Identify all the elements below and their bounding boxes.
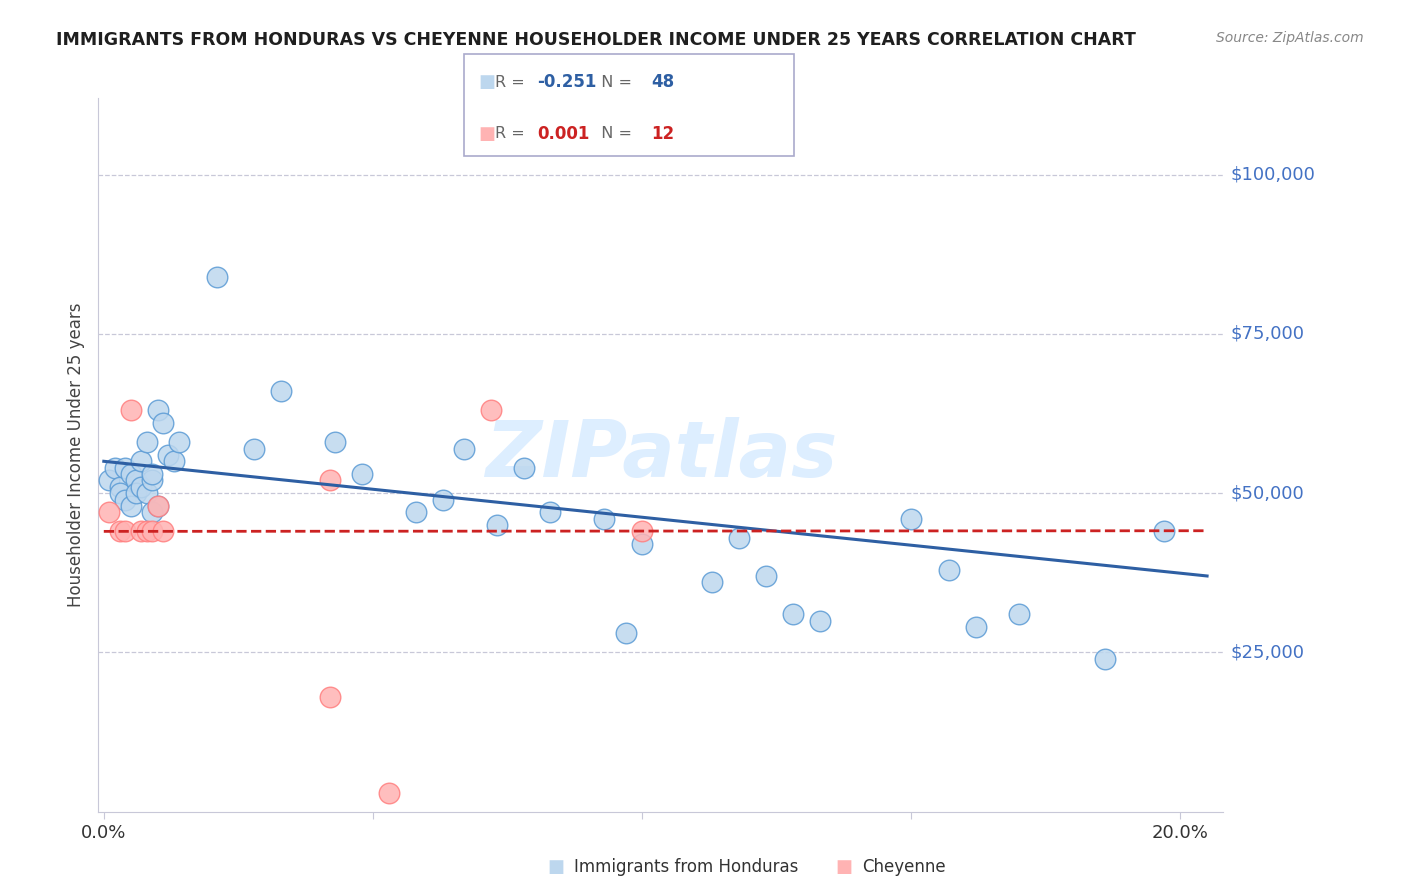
Point bbox=[319, 474, 342, 488]
Point bbox=[319, 690, 342, 704]
Text: Source: ZipAtlas.com: Source: ZipAtlas.com bbox=[1216, 31, 1364, 45]
Point bbox=[152, 416, 174, 430]
Point bbox=[453, 442, 475, 456]
Point bbox=[405, 505, 427, 519]
Text: ■: ■ bbox=[478, 73, 495, 91]
Text: $75,000: $75,000 bbox=[1230, 325, 1305, 343]
Point bbox=[163, 454, 186, 468]
Text: 0.001: 0.001 bbox=[537, 125, 589, 143]
Text: $25,000: $25,000 bbox=[1230, 643, 1305, 662]
Point bbox=[131, 454, 153, 468]
Point bbox=[125, 486, 148, 500]
Point bbox=[114, 460, 136, 475]
Text: 12: 12 bbox=[651, 125, 673, 143]
Point bbox=[135, 435, 157, 450]
Point bbox=[146, 403, 169, 417]
Text: N =: N = bbox=[591, 126, 637, 141]
Point bbox=[808, 614, 831, 628]
Point bbox=[103, 460, 125, 475]
Point bbox=[540, 505, 562, 519]
Text: $100,000: $100,000 bbox=[1230, 166, 1315, 184]
Point bbox=[141, 474, 163, 488]
Text: ■: ■ bbox=[478, 125, 495, 143]
Point bbox=[614, 626, 637, 640]
Point bbox=[479, 403, 502, 417]
Point bbox=[131, 524, 153, 539]
Point bbox=[782, 607, 804, 622]
Point bbox=[270, 384, 292, 399]
Point bbox=[755, 569, 778, 583]
Point bbox=[152, 524, 174, 539]
Point bbox=[135, 524, 157, 539]
Text: IMMIGRANTS FROM HONDURAS VS CHEYENNE HOUSEHOLDER INCOME UNDER 25 YEARS CORRELATI: IMMIGRANTS FROM HONDURAS VS CHEYENNE HOU… bbox=[56, 31, 1136, 49]
Text: $50,000: $50,000 bbox=[1230, 484, 1303, 502]
Point bbox=[1008, 607, 1031, 622]
Point bbox=[352, 467, 374, 481]
Point bbox=[900, 511, 922, 525]
Point bbox=[141, 505, 163, 519]
Point bbox=[120, 467, 142, 481]
Point bbox=[120, 403, 142, 417]
Point bbox=[243, 442, 266, 456]
Point bbox=[141, 467, 163, 481]
Point bbox=[1153, 524, 1175, 539]
Point bbox=[1094, 652, 1116, 666]
Point bbox=[485, 518, 508, 533]
Point bbox=[700, 575, 723, 590]
Text: Immigrants from Honduras: Immigrants from Honduras bbox=[574, 858, 799, 876]
Point bbox=[938, 563, 960, 577]
Point bbox=[631, 524, 654, 539]
Point bbox=[378, 786, 401, 800]
Point bbox=[120, 499, 142, 513]
Point bbox=[146, 499, 169, 513]
Point bbox=[167, 435, 190, 450]
Point bbox=[593, 511, 616, 525]
Point bbox=[323, 435, 346, 450]
Point bbox=[98, 505, 121, 519]
Point bbox=[125, 474, 148, 488]
Point bbox=[114, 524, 136, 539]
Text: ■: ■ bbox=[835, 858, 852, 876]
Point bbox=[108, 524, 131, 539]
Point bbox=[141, 524, 163, 539]
Point bbox=[432, 492, 454, 507]
Point bbox=[98, 474, 121, 488]
Text: R =: R = bbox=[495, 126, 530, 141]
Point bbox=[631, 537, 654, 551]
Text: ■: ■ bbox=[547, 858, 564, 876]
Point bbox=[146, 499, 169, 513]
Point bbox=[965, 620, 987, 634]
Point bbox=[157, 448, 180, 462]
Text: -0.251: -0.251 bbox=[537, 73, 596, 91]
Y-axis label: Householder Income Under 25 years: Householder Income Under 25 years bbox=[66, 302, 84, 607]
Point bbox=[205, 269, 228, 284]
Point bbox=[728, 531, 751, 545]
Point bbox=[114, 492, 136, 507]
Point bbox=[135, 486, 157, 500]
Point bbox=[108, 486, 131, 500]
Text: Cheyenne: Cheyenne bbox=[862, 858, 945, 876]
Point bbox=[108, 480, 131, 494]
Text: R =: R = bbox=[495, 75, 530, 90]
Point bbox=[131, 480, 153, 494]
Text: N =: N = bbox=[591, 75, 637, 90]
Point bbox=[512, 460, 534, 475]
Text: ZIPatlas: ZIPatlas bbox=[485, 417, 837, 493]
Text: 48: 48 bbox=[651, 73, 673, 91]
